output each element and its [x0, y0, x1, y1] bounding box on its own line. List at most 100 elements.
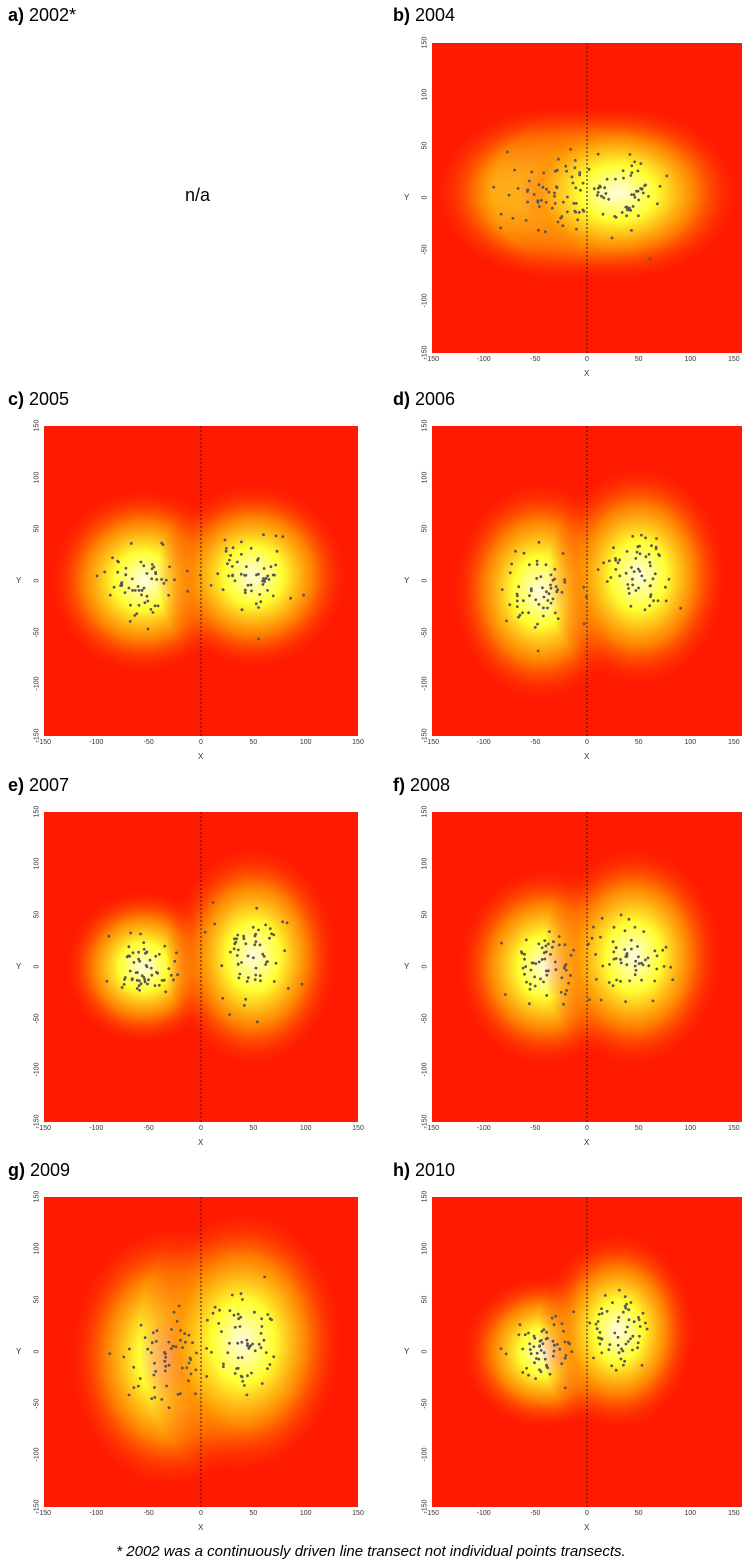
panel-b-point: [596, 193, 599, 197]
panel-e-point: [164, 990, 168, 994]
panel-g-xtick: 50: [249, 1510, 258, 1517]
panel-c-point: [274, 534, 278, 538]
panel-h-point: [608, 1343, 612, 1346]
panel-f-point: [544, 950, 548, 954]
panel-f-xtick: 50: [634, 1125, 643, 1132]
panel-e-point: [120, 986, 124, 989]
panel-b-point: [600, 194, 603, 198]
panel-c-point: [150, 567, 154, 571]
panel-d-point: [638, 552, 642, 556]
panel-g-ytick: 50: [33, 1295, 41, 1304]
panel-c-point: [145, 594, 149, 598]
panel-h-point: [624, 1306, 628, 1310]
panel-g-point: [264, 1351, 268, 1354]
panel-c-xtick: -100: [89, 739, 104, 746]
panel-d-heatmap-svg: [432, 426, 742, 736]
panel-c-point: [150, 563, 154, 566]
panel-c-point: [128, 620, 132, 623]
panel-b-point: [628, 153, 632, 156]
panel-d-label: d) 2006: [393, 389, 455, 410]
panel-e-point: [142, 976, 146, 979]
panel-d-point: [560, 590, 564, 594]
panel-h-point: [532, 1334, 536, 1338]
panel-h-point: [535, 1351, 539, 1355]
panel-d-year: 2006: [410, 389, 456, 409]
panel-d-point: [636, 567, 640, 571]
panel-c-point: [254, 602, 258, 606]
panel-f-xtick: -50: [530, 1125, 541, 1132]
panel-h-point: [637, 1318, 641, 1322]
panel-c-point: [224, 547, 228, 550]
panel-d-point: [640, 574, 644, 578]
panel-e-point: [259, 979, 262, 983]
panel-h-point: [552, 1323, 556, 1327]
panel-b-point: [647, 195, 650, 198]
panel-h-point: [537, 1357, 541, 1361]
panel-c-point: [266, 589, 269, 592]
panel-d-point: [643, 608, 647, 612]
panel-b-point: [620, 211, 624, 214]
panel-h-point: [607, 1348, 611, 1351]
panel-b-point: [630, 229, 633, 232]
panel-e-point: [146, 982, 149, 986]
panel-g-point: [257, 1342, 261, 1346]
panel-h-point: [563, 1340, 567, 1344]
panel-b-point: [573, 159, 577, 162]
panel-f-point: [661, 948, 665, 952]
panel-c-point: [244, 573, 248, 577]
panel-b-point: [578, 171, 582, 175]
panel-h-point: [616, 1335, 620, 1339]
panel-b-point: [526, 200, 529, 204]
panel-e-point: [240, 961, 243, 964]
panel-b-point: [626, 208, 629, 212]
panel-g-ytick: 100: [33, 1242, 41, 1254]
panel-h-point: [546, 1366, 549, 1370]
panel-d-point: [514, 549, 517, 553]
panel-f-point: [528, 987, 532, 991]
panel-f-point: [554, 968, 558, 972]
panel-h-point: [636, 1346, 639, 1350]
panel-f-point: [529, 968, 533, 972]
panel-g-point: [238, 1325, 242, 1328]
panel-e-point: [139, 982, 143, 986]
panel-c-point: [145, 572, 149, 575]
panel-b-point: [577, 211, 581, 214]
panel-h-point: [621, 1310, 625, 1314]
panel-h-point: [545, 1363, 548, 1367]
panel-e-letter: e): [8, 775, 25, 795]
panel-b-point: [537, 205, 541, 208]
panel-c-xtick: -150: [36, 739, 51, 746]
panel-g-point: [210, 1350, 213, 1354]
panel-g-point: [245, 1338, 249, 1342]
panel-c-point: [143, 601, 147, 605]
panel-b-point: [576, 218, 580, 222]
panel-c-point: [231, 574, 235, 578]
panel-b-point: [507, 193, 511, 197]
panel-b-point: [596, 186, 600, 190]
panel-g-point: [163, 1351, 166, 1354]
panel-c-point: [289, 596, 292, 600]
panel-c-point: [103, 570, 107, 574]
panel-g-point: [152, 1373, 156, 1377]
panel-h-point: [588, 1321, 592, 1325]
panel-f-point: [547, 942, 550, 946]
panel-b-ytick: 50: [421, 141, 429, 150]
panel-c-point: [281, 535, 285, 539]
panel-d-point: [563, 578, 567, 582]
panel-d-point: [546, 599, 550, 602]
panel-b-point: [641, 191, 645, 195]
panel-b-point: [602, 196, 606, 200]
panel-d-point: [635, 550, 639, 554]
panel-e-point: [142, 941, 146, 944]
panel-h-label: h) 2010: [393, 1160, 455, 1181]
panel-f-point: [624, 1000, 627, 1003]
panel-f-point: [539, 977, 542, 981]
panel-e-xtick: 0: [199, 1125, 203, 1132]
panel-d-point: [644, 555, 648, 559]
panel-e-point: [162, 978, 166, 982]
panel-g-point: [169, 1347, 173, 1350]
panel-e-point: [148, 958, 152, 962]
panel-f-point: [533, 975, 536, 979]
panel-h-point: [610, 1364, 614, 1368]
panel-g-point: [181, 1346, 185, 1349]
